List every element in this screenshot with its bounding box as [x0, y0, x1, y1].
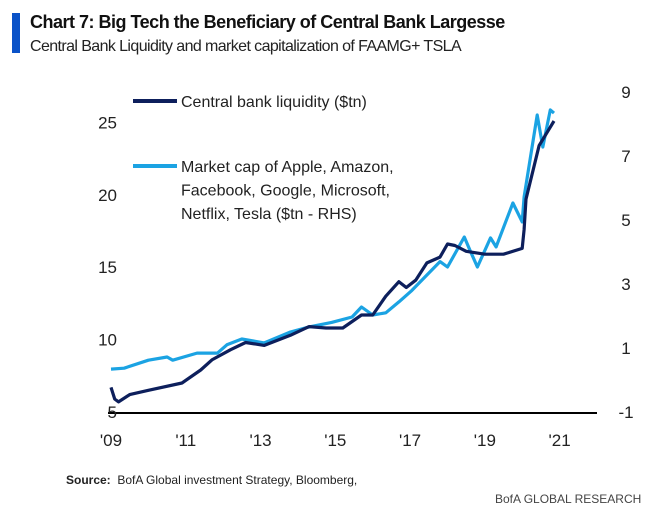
y-right-tick-label: 9	[621, 83, 630, 102]
series-line-central-bank-liquidity	[109, 120, 556, 404]
y-right-tick-label: 3	[621, 275, 630, 294]
accent-bar	[12, 13, 20, 53]
y-left-tick-label: 15	[98, 258, 117, 277]
x-tick-label: '09	[100, 431, 122, 450]
source-note: Source: BofA Global investment Strategy,…	[66, 473, 357, 487]
x-tick-label: '21	[549, 431, 571, 450]
x-tick-label: '15	[324, 431, 346, 450]
x-tick-label: '17	[399, 431, 421, 450]
source-text: BofA Global investment Strategy, Bloombe…	[117, 473, 358, 487]
legend-label-central-bank: Central bank liquidity ($tn)	[181, 94, 367, 111]
y-right-tick-label: 1	[621, 339, 630, 358]
y-right-tick-label: 5	[621, 211, 630, 230]
legend-label-market-cap: Market cap of Apple, Amazon,	[181, 159, 394, 176]
x-tick-label: '11	[175, 431, 196, 450]
y-right-tick-label: -1	[618, 403, 633, 422]
legend-label-market-cap: Netflix, Tesla ($tn - RHS)	[181, 206, 357, 223]
legend-label-market-cap: Facebook, Google, Microsoft,	[181, 183, 390, 200]
y-left-tick-label: 25	[98, 113, 117, 132]
source-label: Source:	[66, 473, 111, 487]
brand-footer: BofA GLOBAL RESEARCH	[495, 492, 642, 506]
chart-title: Chart 7: Big Tech the Beneficiary of Cen…	[30, 12, 505, 32]
y-right-tick-label: 7	[621, 147, 630, 166]
series-line-market-cap	[110, 108, 556, 371]
y-left-tick-label: 10	[98, 331, 117, 350]
y-left-tick-label: 20	[98, 186, 117, 205]
x-tick-label: '19	[474, 431, 496, 450]
y-left-tick-label: 5	[108, 403, 117, 422]
chart-subtitle: Central Bank Liquidity and market capita…	[30, 38, 462, 55]
x-tick-label: '13	[249, 431, 271, 450]
